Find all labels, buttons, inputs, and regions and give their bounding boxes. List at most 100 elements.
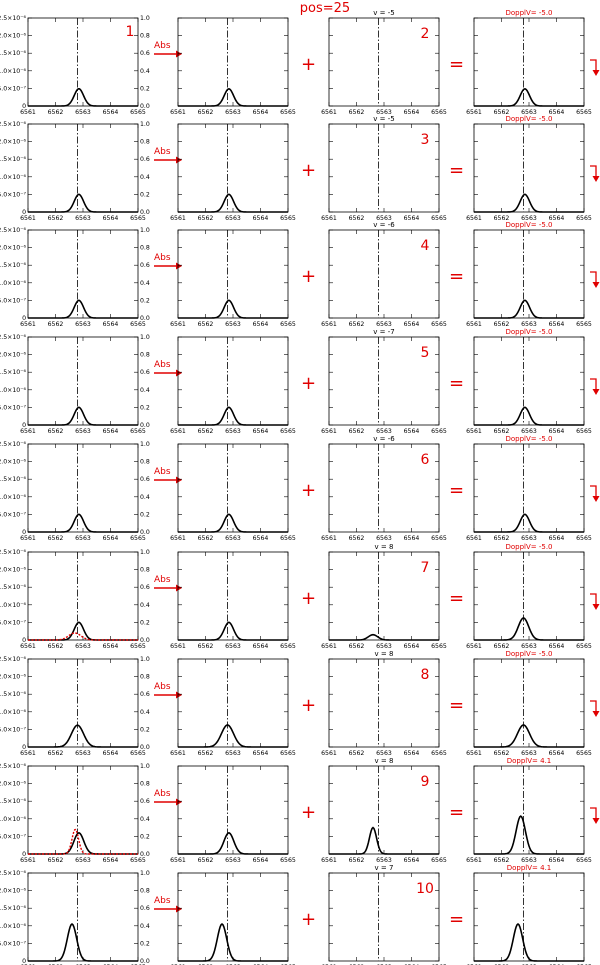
y-left-tick-label: 2.5×10⁻⁶ [0,334,27,341]
row-number: 2 [421,26,430,42]
abs-arrow-head [176,369,182,377]
abs-label: Abs [154,896,171,906]
red-arrow-down-head [592,176,600,182]
x-tick-label: 6564 [404,750,420,757]
panel-absorption: 6561 6562 6563 6564 6565 [170,17,296,116]
velocity-label: v = 7 [375,864,394,872]
plus-sign: + [301,54,316,75]
panel-frame [473,765,585,855]
x-tick-label: 6564 [253,857,269,864]
x-tick-label: 6562 [48,428,64,435]
sum-profile [474,815,584,855]
observed-profile [28,193,138,213]
abs-arrow-head [176,691,182,699]
x-tick-label: 6564 [549,643,565,650]
x-tick-label: 6561 [170,857,186,864]
panel-added: 6561 6562 6563 6564 6565 v = -6 6 [321,435,447,542]
x-tick-label: 6564 [103,857,119,864]
panel-absorption: 6561 6562 6563 6564 6565 [170,336,296,435]
y-right-tick-label: 1.0 [140,227,150,234]
x-tick-label: 6562 [494,535,510,542]
panel-observed: 6561656265636564656505.0×10⁻⁷1.0×10⁻⁶1.5… [0,870,150,965]
x-tick-label: 6564 [103,109,119,116]
panel-sum: 6561 6562 6563 6564 6565 DopplV= -5.0 [466,9,592,116]
y-left-tick-label: 5.0×10⁻⁷ [0,726,27,733]
x-tick-label: 6565 [280,750,296,757]
y-left-tick-label: 1.0×10⁻⁶ [0,387,27,394]
y-right-tick-label: 0.4 [140,68,150,75]
x-tick-label: 6564 [253,109,269,116]
panel-sum: 6561 6562 6563 6564 6565 DopplV= -5.0 [466,650,592,757]
figure-row: 6561 6562 6563 6564 6565 0 5.0×10⁻⁷ 1.0×10⁻⁶ 1.5… [0,221,600,328]
y-right-tick-label: 0.2 [140,297,150,304]
velocity-label: v = -7 [373,328,394,336]
doppler-velocity-label: DopplV= -5.0 [505,221,552,229]
y-right-tick-label: 0.6 [140,691,150,698]
abs-arrow-head [176,262,182,270]
x-tick-label: 6564 [103,643,119,650]
y-right-tick-label: 0.8 [140,888,150,895]
x-tick-label: 6564 [549,857,565,864]
abs-arrow-head [176,50,182,58]
y-left-tick-label: 1.0×10⁻⁶ [0,280,27,287]
y-left-tick-label: 1.0×10⁻⁶ [0,816,27,823]
x-tick-label: 6565 [130,215,146,222]
abs-label: Abs [154,360,171,370]
x-tick-label: 6562 [494,643,510,650]
y-right-tick-label: 0.6 [140,905,150,912]
y-right-tick-label: 0.2 [140,85,150,92]
y-left-tick-label: 0 [22,422,26,429]
observed-profile [28,724,138,748]
x-tick-label: 6562 [494,857,510,864]
y-left-tick-label: 5.0×10⁻⁷ [0,833,27,840]
y-right-tick-label: 0.2 [140,404,150,411]
figure-row: 6561 6562 6563 6564 6565 0 5.0×10⁻⁷ 1.0×10⁻⁶ 1.5… [0,650,600,757]
plus-sign: + [301,802,316,823]
y-right-tick-label: 0.2 [140,833,150,840]
y-left-tick-label: 2.0×10⁻⁶ [0,245,27,252]
x-tick-label: 6565 [576,750,592,757]
y-right-tick-label: 1.0 [140,870,150,877]
red-arrow-down-icon [590,593,597,606]
x-tick-label: 6565 [576,321,592,328]
x-tick-label: 6563 [376,535,392,542]
panel-added: 6561 6562 6563 6564 6565 v = 8 8 [321,650,447,757]
x-tick-label: 6565 [431,428,447,435]
equals-sign: = [449,160,464,181]
panel-added: 6561 6562 6563 6564 6565 v = 8 9 [321,757,447,864]
x-tick-label: 6563 [225,535,241,542]
x-tick-label: 6562 [198,428,214,435]
x-tick-label: 6564 [253,321,269,328]
y-left-tick-label: 0 [22,744,26,751]
y-right-tick-label: 0.4 [140,387,150,394]
x-tick-label: 6565 [130,109,146,116]
x-tick-label: 6563 [75,428,91,435]
y-left-tick-label: 2.5×10⁻⁶ [0,121,27,128]
x-tick-label: 6565 [576,428,592,435]
y-left-tick-label: 1.0×10⁻⁶ [0,602,27,609]
x-tick-label: 6561 [321,215,337,222]
x-tick-label: 6563 [225,321,241,328]
y-right-tick-label: 0.8 [140,459,150,466]
x-tick-label: 6565 [130,857,146,864]
y-right-tick-label: 1.0 [140,656,150,663]
x-tick-label: 6563 [521,643,537,650]
row-number: 6 [421,452,430,468]
x-tick-label: 6561 [170,428,186,435]
y-left-tick-label: 0 [22,209,26,216]
x-tick-label: 6564 [103,428,119,435]
y-left-tick-label: 0 [22,315,26,322]
x-tick-label: 6564 [253,428,269,435]
x-tick-label: 6561 [321,750,337,757]
y-left-tick-label: 1.0×10⁻⁶ [0,174,27,181]
y-right-tick-label: 0.0 [140,958,150,965]
red-arrow-down-icon [590,271,597,284]
y-left-tick-label: 0 [22,637,26,644]
y-left-tick-label: 2.0×10⁻⁶ [0,781,27,788]
sum-profile [474,724,584,748]
x-tick-label: 6561 [466,535,482,542]
x-tick-label: 6563 [225,428,241,435]
